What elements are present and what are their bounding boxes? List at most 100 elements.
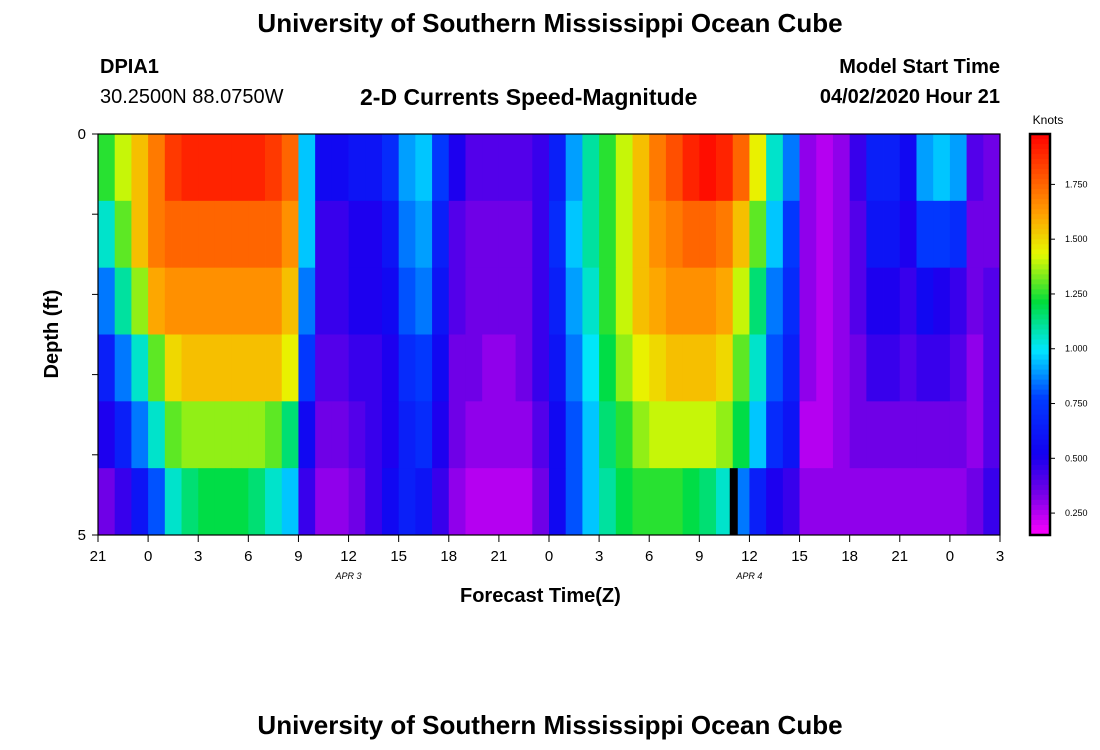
- heatmap-cell: [816, 468, 834, 536]
- heatmap-cell: [582, 200, 600, 269]
- colorbar-segment: [1030, 309, 1050, 315]
- colorbar-segment: [1030, 344, 1050, 351]
- heatmap-cell: [649, 334, 667, 402]
- heatmap-cell: [164, 468, 182, 536]
- colorbar-segment: [1030, 189, 1050, 195]
- colorbar-segment: [1030, 269, 1050, 275]
- heatmap-cell: [582, 401, 600, 469]
- heatmap-cell: [966, 334, 984, 402]
- heatmap-cell: [532, 401, 550, 469]
- heatmap-cell: [883, 267, 901, 335]
- heatmap-cell: [281, 267, 299, 335]
- heatmap-cell: [582, 267, 600, 335]
- model-start-value: 04/02/2020 Hour 21: [819, 86, 1000, 108]
- heatmap-cell: [131, 334, 149, 402]
- colorbar-segment: [1030, 234, 1050, 240]
- heatmap-cell: [515, 468, 533, 536]
- heatmap-cell: [365, 334, 383, 402]
- heatmap-cell: [482, 134, 500, 202]
- colorbar-segment: [1030, 224, 1050, 230]
- heatmap-cell: [164, 401, 182, 469]
- heatmap-cell: [432, 401, 450, 469]
- colorbar-segment: [1030, 294, 1050, 300]
- heatmap-cell: [281, 468, 299, 536]
- heatmap-cell: [832, 401, 851, 469]
- heatmap-cell: [248, 401, 266, 469]
- page-title: University of Southern Mississippi Ocean…: [257, 8, 843, 38]
- colorbar-segment: [1030, 529, 1050, 536]
- colorbar-segment: [1030, 314, 1050, 320]
- heatmap-cell: [849, 267, 867, 335]
- heatmap-cell: [365, 134, 383, 202]
- heatmap-cell: [465, 401, 483, 469]
- heatmap-cell: [832, 134, 851, 202]
- heatmap-cells: [98, 134, 1001, 536]
- heatmap-cell: [732, 401, 750, 469]
- heatmap-cell: [98, 334, 116, 402]
- colorbar-segment: [1030, 239, 1050, 245]
- colorbar-tick-label: 1.750: [1065, 179, 1088, 189]
- heatmap-cell: [432, 200, 450, 269]
- heatmap-cell: [799, 200, 817, 269]
- x-tick-label: 18: [841, 548, 858, 565]
- heatmap-cell: [899, 200, 917, 269]
- heatmap-cell: [716, 468, 734, 536]
- colorbar-segment: [1030, 419, 1050, 426]
- colorbar-segment: [1030, 259, 1050, 265]
- heatmap-cell: [415, 200, 433, 269]
- heatmap-cell: [766, 200, 784, 269]
- x-tick-label: 6: [244, 548, 252, 565]
- heatmap-cell: [214, 468, 233, 536]
- heatmap-cell: [114, 200, 132, 269]
- heatmap-cell: [782, 134, 800, 202]
- heatmap-cell: [799, 401, 817, 469]
- heatmap-cell: [632, 267, 650, 335]
- colorbar-segment: [1030, 134, 1050, 140]
- heatmap-cell: [465, 468, 483, 536]
- colorbar-segment: [1030, 284, 1050, 290]
- y-tick-label: 5: [78, 527, 86, 544]
- heatmap-cell: [732, 134, 750, 202]
- heatmap-cell: [866, 134, 884, 202]
- colorbar-segment: [1030, 384, 1050, 391]
- x-tick-label: 3: [996, 548, 1004, 565]
- colorbar-segment: [1030, 324, 1050, 330]
- heatmap-cell: [365, 468, 383, 536]
- heatmap-cell: [331, 334, 349, 402]
- heatmap-cell: [832, 334, 851, 402]
- heatmap-cell: [248, 267, 266, 335]
- heatmap-cell: [131, 468, 149, 536]
- colorbar-segment: [1030, 249, 1050, 255]
- heatmap-cell: [315, 134, 333, 202]
- heatmap-cell: [181, 200, 199, 269]
- heatmap-cell: [198, 401, 216, 469]
- heatmap-cell: [866, 334, 884, 402]
- heatmap-cell: [482, 267, 500, 335]
- heatmap-cell: [599, 401, 617, 469]
- heatmap-cell: [281, 401, 299, 469]
- heatmap-cell: [214, 267, 233, 335]
- colorbar-segment: [1030, 474, 1050, 481]
- heatmap-cell: [164, 134, 182, 202]
- colorbar-segment: [1030, 379, 1050, 386]
- heatmap-cell: [465, 200, 483, 269]
- x-tick-label: 21: [491, 548, 508, 565]
- colorbar-segment: [1030, 424, 1050, 431]
- heatmap-cell: [599, 200, 617, 269]
- heatmap-cell: [966, 401, 984, 469]
- colorbar-segment: [1030, 449, 1050, 456]
- heatmap-cell: [983, 468, 1001, 536]
- heatmap-cell: [248, 468, 266, 536]
- heatmap-cell: [816, 267, 834, 335]
- heatmap-cell: [599, 468, 617, 536]
- x-tick-label: 0: [144, 548, 152, 565]
- heatmap-cell: [983, 401, 1001, 469]
- heatmap-cell: [248, 134, 266, 202]
- heatmap-cell: [432, 468, 450, 536]
- x-tick-label: 18: [440, 548, 457, 565]
- colorbar-segment: [1030, 229, 1050, 235]
- heatmap-cell: [699, 334, 717, 402]
- colorbar-segment: [1030, 159, 1050, 165]
- colorbar-segment: [1030, 194, 1050, 200]
- heatmap-cell: [281, 134, 299, 202]
